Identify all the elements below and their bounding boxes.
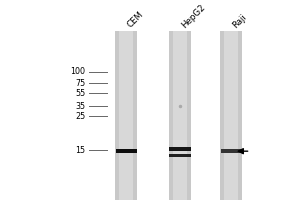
Bar	[115, 31, 137, 200]
Text: 75: 75	[75, 79, 85, 88]
Bar	[169, 31, 191, 200]
Bar	[224, 31, 238, 200]
Bar	[119, 31, 133, 200]
Text: HepG2: HepG2	[180, 2, 207, 30]
Bar	[220, 31, 242, 200]
Text: 25: 25	[75, 112, 85, 121]
Text: 15: 15	[75, 146, 85, 155]
Bar	[169, 154, 190, 157]
Text: 35: 35	[75, 102, 85, 111]
Text: Raji: Raji	[231, 12, 248, 30]
Bar	[220, 149, 242, 153]
Text: 55: 55	[75, 89, 85, 98]
Text: 100: 100	[70, 67, 86, 76]
Bar	[173, 31, 187, 200]
Bar	[169, 147, 190, 151]
Bar	[116, 149, 136, 153]
Text: CEM: CEM	[126, 10, 146, 30]
